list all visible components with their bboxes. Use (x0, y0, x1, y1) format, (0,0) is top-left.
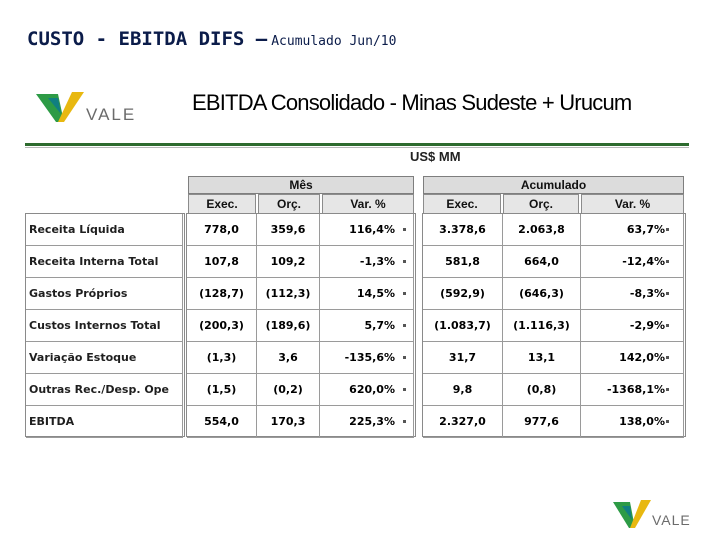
variance-marker (403, 420, 406, 423)
month-values-panel (186, 213, 416, 437)
cell-month-exec: 778,0 (187, 214, 257, 246)
vale-footer-logo: VALE (612, 498, 692, 532)
vale-logo: VALE (34, 88, 144, 128)
row-labels-panel (25, 213, 185, 437)
title-divider-shadow (25, 147, 689, 148)
title-divider (25, 143, 689, 146)
cell-accum-var: -8,3% (581, 278, 684, 310)
group-header-accumulated: Acumulado (423, 176, 684, 194)
variance-marker (666, 292, 669, 295)
cell-accum-var: 142,0% (581, 342, 684, 374)
cell-accum-exec: 9,8 (423, 374, 503, 406)
col-header-accum-exec: Exec. (423, 194, 501, 214)
variance-marker (666, 420, 669, 423)
cell-month-orc: (0,2) (257, 374, 320, 406)
vale-footer-logo-icon (613, 500, 651, 528)
cell-accum-var: 138,0% (581, 406, 684, 438)
cell-month-exec: 107,8 (187, 246, 257, 278)
cell-month-orc: (112,3) (257, 278, 320, 310)
col-header-accum-var: Var. % (581, 194, 684, 214)
row-label: Gastos Próprios (26, 278, 183, 310)
slide-title-main: CUSTO - EBITDA DIFS – (27, 28, 268, 50)
cell-accum-exec: 3.378,6 (423, 214, 503, 246)
currency-label: US$ MM (410, 149, 461, 164)
accum-values-panel (422, 213, 686, 437)
variance-marker (403, 324, 406, 327)
cell-accum-orc: 2.063,8 (503, 214, 581, 246)
variance-marker (666, 388, 669, 391)
vale-logo-text: VALE (86, 105, 137, 124)
cell-month-orc: 170,3 (257, 406, 320, 438)
variance-marker (403, 356, 406, 359)
cell-month-exec: (128,7) (187, 278, 257, 310)
row-label: Outras Rec./Desp. Ope (26, 374, 183, 406)
cell-month-orc: 109,2 (257, 246, 320, 278)
cell-accum-exec: 581,8 (423, 246, 503, 278)
cell-month-var: 14,5% (320, 278, 414, 310)
cell-accum-exec: 2.327,0 (423, 406, 503, 438)
cell-accum-orc: 977,6 (503, 406, 581, 438)
col-header-month-orc: Orç. (258, 194, 320, 214)
cell-month-orc: 359,6 (257, 214, 320, 246)
cell-accum-var: -1368,1% (581, 374, 684, 406)
cell-month-exec: (1,3) (187, 342, 257, 374)
cell-accum-var: -2,9% (581, 310, 684, 342)
col-header-month-exec: Exec. (188, 194, 256, 214)
cell-accum-exec: (592,9) (423, 278, 503, 310)
cell-accum-exec: 31,7 (423, 342, 503, 374)
group-header-month: Mês (188, 176, 414, 194)
row-label: Custos Internos Total (26, 310, 183, 342)
row-label: EBITDA (26, 406, 183, 438)
variance-marker (403, 260, 406, 263)
variance-marker (403, 228, 406, 231)
vale-logo-icon (36, 92, 84, 122)
report-title: EBITDA Consolidado - Minas Sudeste + Uru… (192, 90, 632, 115)
cell-accum-var: 63,7% (581, 214, 684, 246)
cell-accum-orc: (1.116,3) (503, 310, 581, 342)
cell-accum-orc: 664,0 (503, 246, 581, 278)
variance-marker (666, 324, 669, 327)
variance-marker (666, 356, 669, 359)
cell-accum-orc: 13,1 (503, 342, 581, 374)
cell-accum-orc: (646,3) (503, 278, 581, 310)
cell-month-exec: (1,5) (187, 374, 257, 406)
row-label: Variação Estoque (26, 342, 183, 374)
cell-month-orc: 3,6 (257, 342, 320, 374)
cell-accum-orc: (0,8) (503, 374, 581, 406)
variance-marker (403, 388, 406, 391)
cell-month-orc: (189,6) (257, 310, 320, 342)
cell-month-var: 225,3% (320, 406, 414, 438)
variance-marker (666, 260, 669, 263)
cell-month-exec: 554,0 (187, 406, 257, 438)
cell-month-var: -135,6% (320, 342, 414, 374)
cell-accum-var: -12,4% (581, 246, 684, 278)
slide-title: CUSTO - EBITDA DIFS – Acumulado Jun/10 (27, 28, 396, 50)
col-header-month-var: Var. % (322, 194, 414, 214)
row-label: Receita Líquida (26, 214, 183, 246)
col-header-accum-orc: Orç. (503, 194, 579, 214)
cell-month-var: 5,7% (320, 310, 414, 342)
variance-marker (666, 228, 669, 231)
row-label: Receita Interna Total (26, 246, 183, 278)
cell-accum-exec: (1.083,7) (423, 310, 503, 342)
slide-title-sub: Acumulado Jun/10 (271, 34, 397, 49)
cell-month-var: 620,0% (320, 374, 414, 406)
vale-footer-logo-text: VALE (652, 512, 691, 528)
cell-month-var: -1,3% (320, 246, 414, 278)
cell-month-var: 116,4% (320, 214, 414, 246)
cell-month-exec: (200,3) (187, 310, 257, 342)
variance-marker (403, 292, 406, 295)
